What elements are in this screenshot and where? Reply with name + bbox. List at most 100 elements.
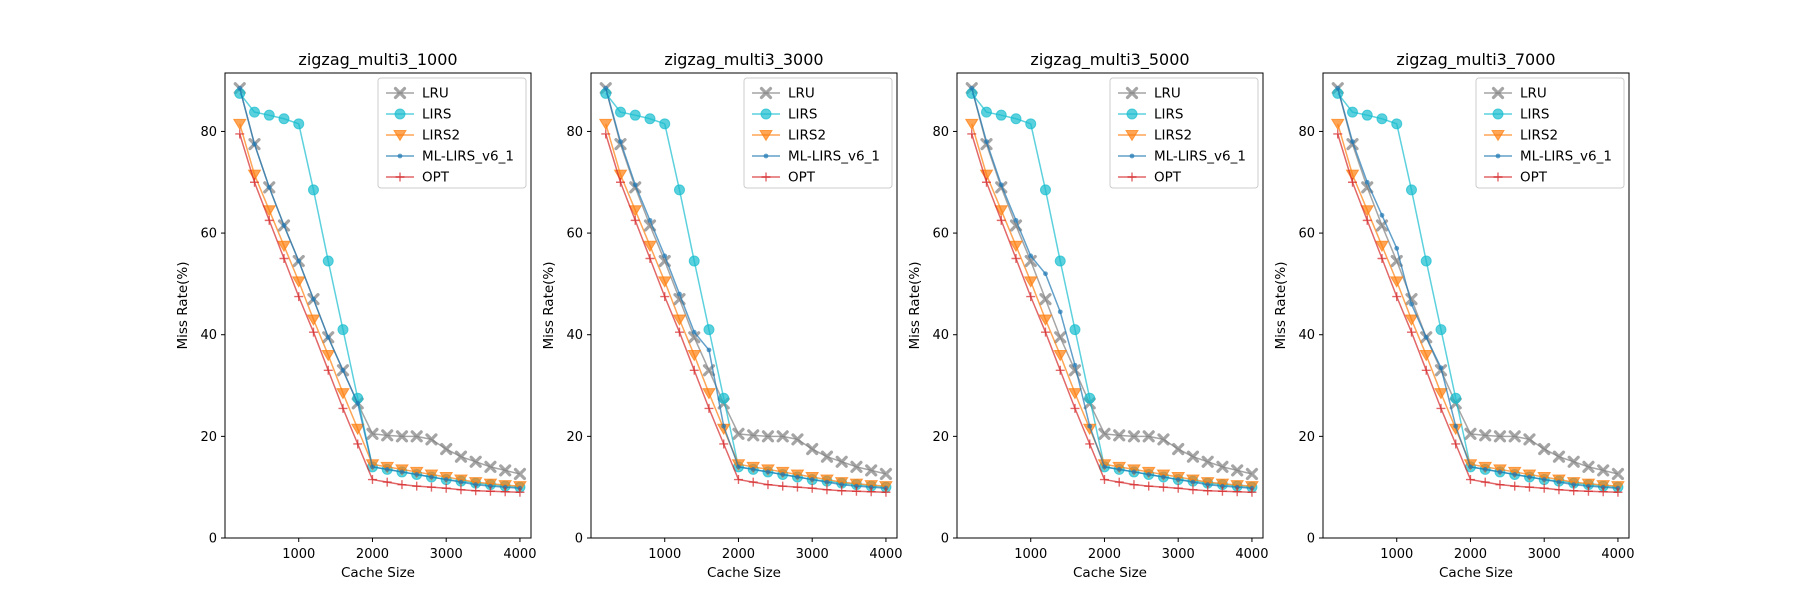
x-tick-label: 1000 [1014, 547, 1047, 562]
chart-title: zigzag_multi3_5000 [1030, 50, 1189, 70]
y-tick-label: 20 [566, 430, 583, 445]
data-point [249, 107, 259, 117]
y-tick-label: 60 [566, 227, 583, 242]
y-tick-label: 40 [200, 328, 217, 343]
data-point [459, 480, 464, 485]
data-point [1451, 393, 1461, 403]
data-point [1453, 424, 1458, 429]
y-tick-label: 40 [566, 328, 583, 343]
data-point [338, 325, 348, 335]
y-tick-label: 40 [1298, 328, 1315, 343]
legend-label: OPT [422, 170, 450, 186]
data-point [1117, 467, 1122, 472]
data-point [719, 393, 729, 403]
data-point [252, 142, 257, 147]
data-point [996, 110, 1006, 120]
x-tick-label: 1000 [1380, 547, 1413, 562]
data-point [1028, 254, 1033, 259]
legend-label: LRU [1520, 86, 1547, 102]
data-point [1087, 424, 1092, 429]
data-point [630, 110, 640, 120]
data-point [662, 254, 667, 259]
x-tick-label: 4000 [1601, 547, 1634, 562]
legend-marker [1493, 109, 1503, 119]
x-tick-label: 1000 [282, 547, 315, 562]
legend-label: LIRS2 [1520, 128, 1558, 144]
y-axis-label: Miss Rate(%) [907, 261, 923, 349]
x-tick-label: 3000 [430, 547, 463, 562]
data-point [1176, 477, 1181, 482]
legend-marker [1130, 154, 1135, 159]
data-point [1483, 467, 1488, 472]
legend-marker [398, 154, 403, 159]
data-point [1498, 470, 1503, 475]
y-tick-label: 60 [200, 227, 217, 242]
x-tick-label: 3000 [1162, 547, 1195, 562]
data-point [618, 139, 623, 144]
data-point [751, 467, 756, 472]
data-point [648, 218, 653, 223]
data-point [400, 470, 405, 475]
data-point [689, 256, 699, 266]
data-point [1436, 325, 1446, 335]
data-point [237, 86, 242, 91]
data-point [1055, 256, 1065, 266]
data-point [1365, 180, 1370, 185]
data-point [704, 325, 714, 335]
legend-label: ML-LIRS_v6_1 [1154, 149, 1246, 165]
legend-label: LRU [1154, 86, 1181, 102]
legend-marker [1127, 109, 1137, 119]
data-point [444, 477, 449, 482]
data-point [1073, 363, 1078, 368]
legend-label: ML-LIRS_v6_1 [422, 149, 514, 165]
data-point [736, 464, 741, 469]
legend: LRU LIRS LIRS2 ML-LIRS_v6_1 OPT [1110, 78, 1258, 188]
y-tick-label: 0 [209, 532, 217, 547]
data-point [660, 119, 670, 129]
data-point [1011, 114, 1021, 124]
legend-marker [1496, 154, 1501, 159]
data-point [603, 86, 608, 91]
data-point [692, 330, 697, 335]
data-point [1350, 139, 1355, 144]
y-tick-label: 80 [932, 125, 949, 140]
data-point [984, 139, 989, 144]
data-point [1439, 365, 1444, 370]
legend-label: OPT [1520, 170, 1548, 186]
data-point [1394, 246, 1399, 251]
y-tick-label: 20 [1298, 430, 1315, 445]
y-axis-label: Miss Rate(%) [1273, 261, 1289, 349]
data-point [282, 223, 287, 228]
data-point [1406, 185, 1416, 195]
data-point [385, 467, 390, 472]
y-tick-label: 40 [932, 328, 949, 343]
data-point [296, 259, 301, 264]
data-point [323, 256, 333, 266]
data-point [1377, 114, 1387, 124]
data-point [825, 480, 830, 485]
y-axis-label: Miss Rate(%) [175, 261, 191, 349]
data-point [308, 185, 318, 195]
data-point [1335, 86, 1340, 91]
data-point [999, 182, 1004, 187]
data-point [429, 475, 434, 480]
legend-label: LIRS2 [788, 128, 826, 144]
data-point [1146, 472, 1151, 477]
legend-label: LIRS [788, 107, 817, 123]
data-point [1512, 472, 1517, 477]
data-point [1392, 119, 1402, 129]
y-tick-label: 80 [200, 125, 217, 140]
data-point [721, 424, 726, 429]
data-point [1421, 256, 1431, 266]
chart-title: zigzag_multi3_1000 [298, 50, 457, 70]
data-point [1362, 110, 1372, 120]
y-tick-label: 80 [566, 125, 583, 140]
x-axis-label: Cache Size [1073, 565, 1147, 581]
data-point [370, 464, 375, 469]
y-axis-label: Miss Rate(%) [541, 261, 557, 349]
data-point [677, 292, 682, 297]
data-point [707, 348, 712, 353]
x-tick-label: 3000 [796, 547, 829, 562]
data-point [1014, 218, 1019, 223]
data-point [1557, 480, 1562, 485]
